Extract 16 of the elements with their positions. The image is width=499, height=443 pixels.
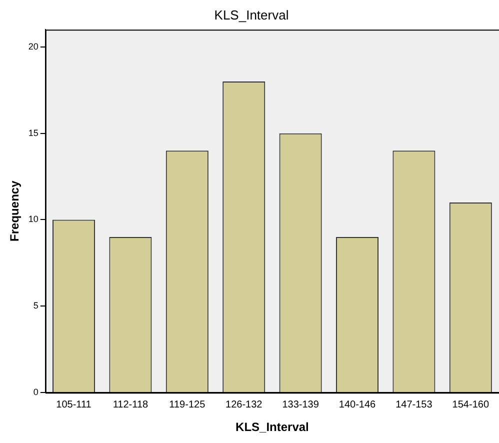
y-tick-label: 5 [33,300,38,311]
y-tick-label: 10 [28,214,38,224]
x-tick-label: 105-111 [56,399,92,410]
y-tick-label: 20 [28,41,38,52]
y-tick-label: 15 [28,128,38,138]
x-axis-title: KLS_Interval [236,420,309,434]
y-tick-label: 0 [33,387,38,398]
x-tick-label: 147-153 [396,399,433,410]
x-tick-label: 133-139 [282,399,320,410]
x-tick-label: 119-125 [169,399,206,410]
chart-title: KLS_Interval [214,7,289,22]
x-tick-label: 154-160 [452,399,490,410]
x-tick-label: 126-132 [226,399,263,410]
x-tick-label: 140-146 [338,399,376,410]
x-tick-label: 112-118 [112,399,149,410]
y-axis-title: Frequency [8,180,22,242]
